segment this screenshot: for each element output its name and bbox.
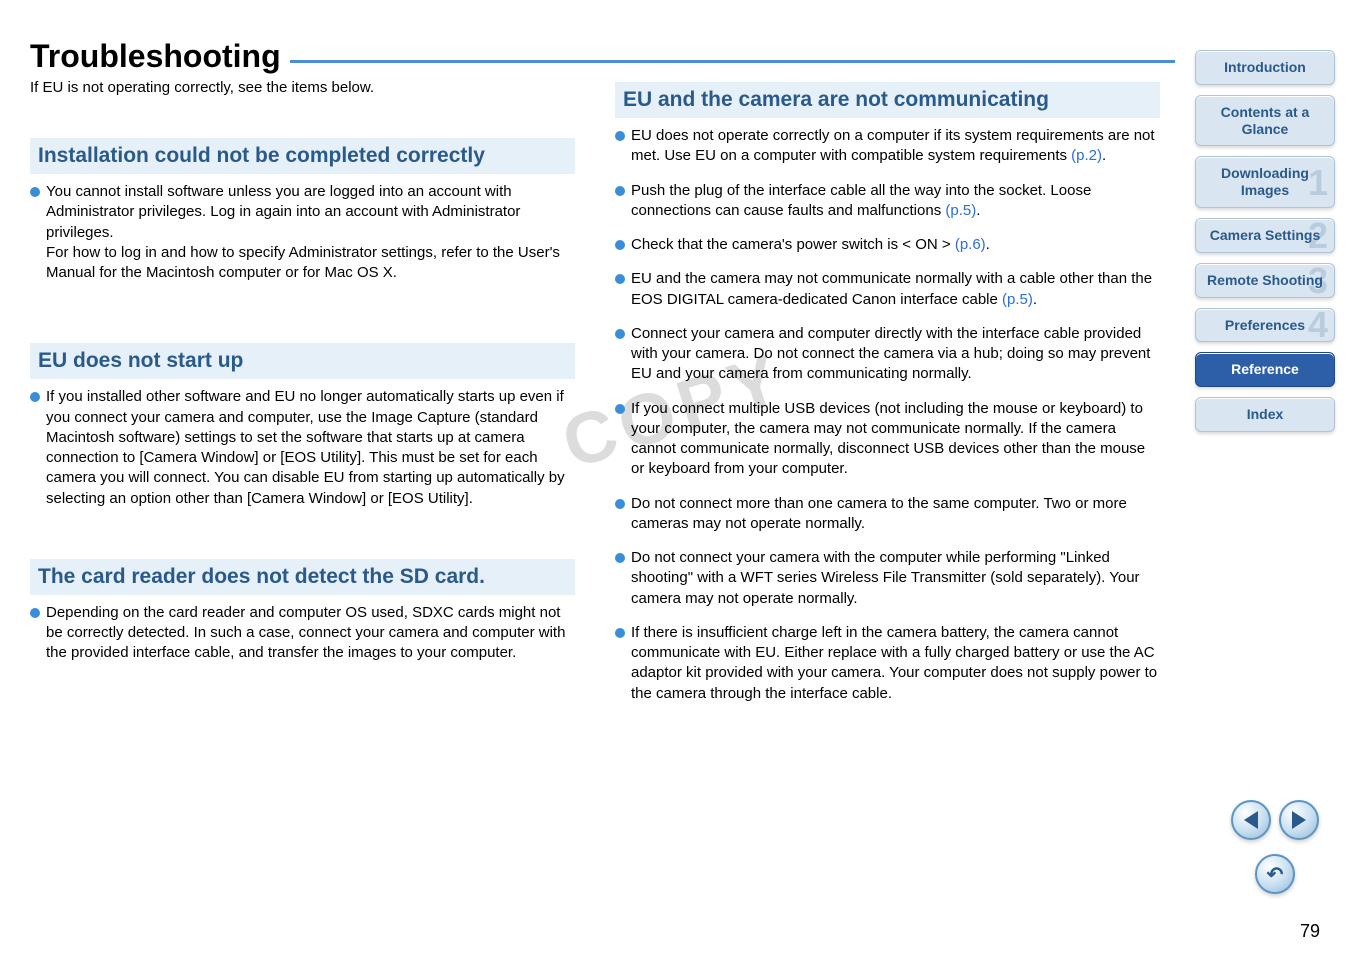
- nav-label: Preferences: [1225, 317, 1305, 333]
- bullet-item: If you installed other software and EU n…: [30, 387, 575, 509]
- bullet-text: EU does not operate correctly on a compu…: [631, 126, 1160, 167]
- next-page-button[interactable]: [1279, 800, 1319, 840]
- nav-index[interactable]: Index: [1195, 397, 1335, 432]
- bullet-text: Depending on the card reader and compute…: [46, 603, 575, 664]
- bullet-item: Check that the camera's power switch is …: [615, 235, 1160, 255]
- bullet-text: Push the plug of the interface cable all…: [631, 181, 1160, 222]
- nav-label: Reference: [1231, 361, 1299, 377]
- item-tail: .: [976, 202, 980, 219]
- page-link[interactable]: (p.5): [1002, 291, 1033, 308]
- bullet-text: If you connect multiple USB devices (not…: [631, 399, 1160, 480]
- nav-label: Camera Settings: [1210, 227, 1320, 243]
- nav-label: Introduction: [1224, 59, 1306, 75]
- nav-label: Remote Shooting: [1207, 272, 1323, 288]
- nav-label: Contents at a Glance: [1221, 104, 1310, 137]
- bullet-icon: [615, 240, 625, 250]
- bullet-item: EU and the camera may not communicate no…: [615, 269, 1160, 310]
- page-link[interactable]: (p.6): [955, 236, 986, 253]
- nav-camera-settings[interactable]: 2 Camera Settings: [1195, 218, 1335, 253]
- bullet-item: Connect your camera and computer directl…: [615, 324, 1160, 385]
- chapter-number: 4: [1308, 309, 1328, 342]
- page-link[interactable]: (p.5): [945, 202, 976, 219]
- left-column: Installation could not be completed corr…: [30, 120, 575, 744]
- nav-reference[interactable]: Reference: [1195, 352, 1335, 387]
- nav-preferences[interactable]: 4 Preferences: [1195, 308, 1335, 343]
- bullet-icon: [615, 186, 625, 196]
- return-icon: ↶: [1267, 862, 1284, 887]
- bullet-item: If there is insufficient charge left in …: [615, 623, 1160, 704]
- bullet-icon: [30, 608, 40, 618]
- item-tail: .: [986, 236, 990, 253]
- bullet-item: Do not connect more than one camera to t…: [615, 494, 1160, 535]
- right-column: EU and the camera are not communicating …: [615, 120, 1160, 744]
- content-columns: Installation could not be completed corr…: [30, 120, 1160, 744]
- page-link[interactable]: (p.2): [1071, 147, 1102, 164]
- section-installation: Installation could not be completed corr…: [30, 138, 575, 283]
- page-title: Troubleshooting: [0, 0, 1350, 79]
- bullet-item: If you connect multiple USB devices (not…: [615, 399, 1160, 480]
- bullet-text: If you installed other software and EU n…: [46, 387, 575, 509]
- title-rule: [290, 60, 1175, 63]
- bullet-icon: [30, 187, 40, 197]
- bullet-icon: [615, 499, 625, 509]
- nav-downloading[interactable]: 1 Downloading Images: [1195, 156, 1335, 208]
- section-cardreader: The card reader does not detect the SD c…: [30, 559, 575, 664]
- bullet-item: Depending on the card reader and compute…: [30, 603, 575, 664]
- bullet-text: EU and the camera may not communicate no…: [631, 269, 1160, 310]
- item-text: Push the plug of the interface cable all…: [631, 182, 1091, 219]
- bullet-item: Push the plug of the interface cable all…: [615, 181, 1160, 222]
- bullet-icon: [615, 131, 625, 141]
- bullet-icon: [30, 392, 40, 402]
- bullet-text: Do not connect your camera with the comp…: [631, 548, 1160, 609]
- bullet-text: Connect your camera and computer directl…: [631, 324, 1160, 385]
- item-tail: .: [1033, 291, 1037, 308]
- prev-page-button[interactable]: [1231, 800, 1271, 840]
- bullet-item: Do not connect your camera with the comp…: [615, 548, 1160, 609]
- nav-label: Index: [1247, 406, 1284, 422]
- nav-introduction[interactable]: Introduction: [1195, 50, 1335, 85]
- chapter-number: 2: [1308, 219, 1328, 252]
- bullet-text: Check that the camera's power switch is …: [631, 235, 1160, 255]
- section-heading: EU and the camera are not communicating: [615, 82, 1160, 118]
- bullet-icon: [615, 329, 625, 339]
- nav-remote-shooting[interactable]: 3 Remote Shooting: [1195, 263, 1335, 298]
- item-text: EU and the camera may not communicate no…: [631, 270, 1152, 307]
- page-number: 79: [1300, 921, 1320, 942]
- bullet-item: EU does not operate correctly on a compu…: [615, 126, 1160, 167]
- chapter-number: 1: [1308, 157, 1328, 207]
- section-startup: EU does not start up If you installed ot…: [30, 343, 575, 509]
- arrow-left-icon: [1244, 811, 1258, 829]
- bullet-item: You cannot install software unless you a…: [30, 182, 575, 283]
- bullet-icon: [615, 628, 625, 638]
- nav-contents[interactable]: Contents at a Glance: [1195, 95, 1335, 147]
- bullet-icon: [615, 553, 625, 563]
- item-text: Check that the camera's power switch is …: [631, 236, 955, 253]
- sidebar-nav: Introduction Contents at a Glance 1 Down…: [1195, 50, 1335, 432]
- section-communication: EU and the camera are not communicating …: [615, 82, 1160, 704]
- nav-label: Downloading Images: [1221, 165, 1309, 198]
- bullet-text: If there is insufficient charge left in …: [631, 623, 1160, 704]
- bullet-icon: [615, 404, 625, 414]
- bullet-text: Do not connect more than one camera to t…: [631, 494, 1160, 535]
- page-nav-buttons: ↶: [1225, 800, 1325, 894]
- bullet-icon: [615, 274, 625, 284]
- chapter-number: 3: [1308, 264, 1328, 297]
- section-heading: Installation could not be completed corr…: [30, 138, 575, 174]
- item-tail: .: [1102, 147, 1106, 164]
- bullet-text: You cannot install software unless you a…: [46, 182, 575, 283]
- back-button[interactable]: ↶: [1255, 854, 1295, 894]
- section-heading: The card reader does not detect the SD c…: [30, 559, 575, 595]
- arrow-right-icon: [1292, 811, 1306, 829]
- section-heading: EU does not start up: [30, 343, 575, 379]
